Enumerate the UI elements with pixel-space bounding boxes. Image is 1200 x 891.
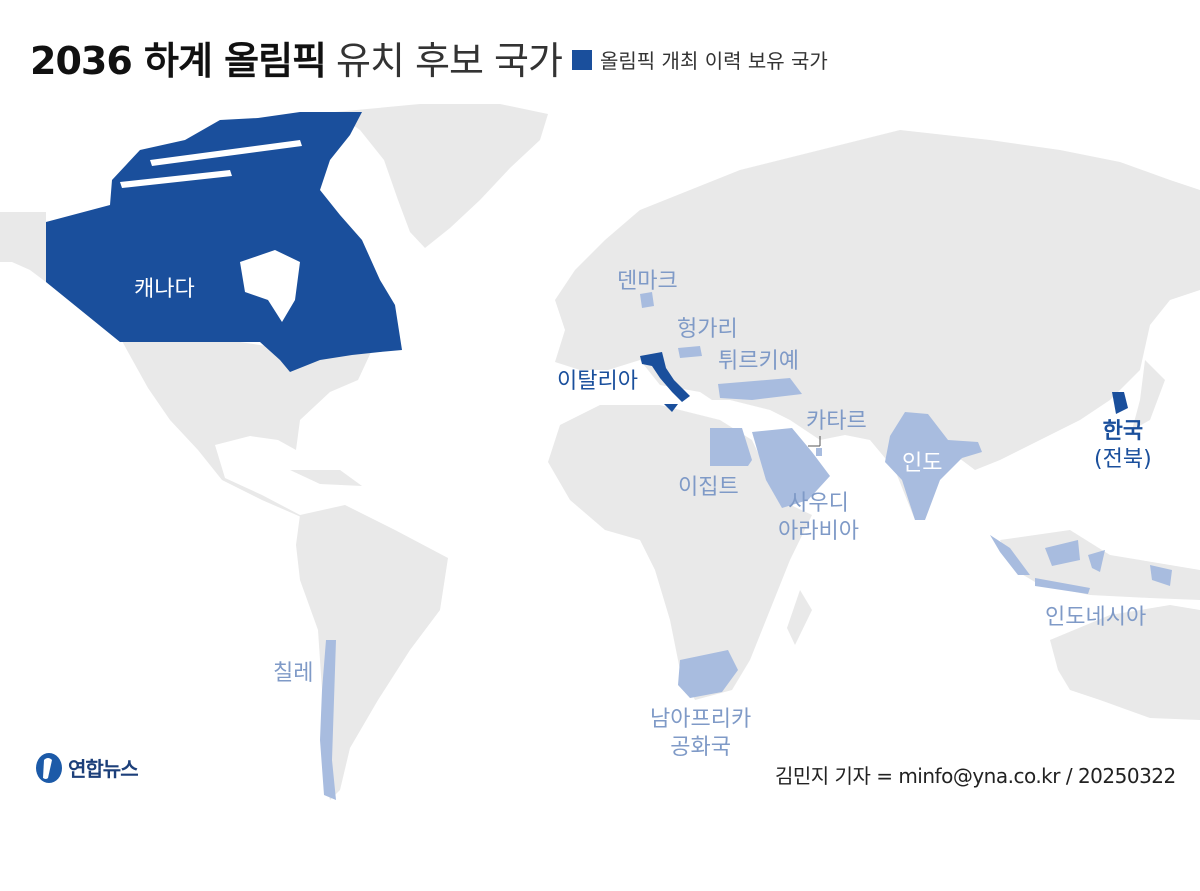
landmass-australia: [1050, 605, 1200, 720]
landmass-uk: [575, 290, 596, 326]
title-main: 2036 하계 올림픽: [30, 39, 327, 83]
landmass-eurasia: [555, 130, 1200, 520]
italy-sicily: [664, 404, 678, 412]
label-saudi-line1: 사우디: [788, 491, 849, 516]
label-saudi-line2: 아라비아: [778, 518, 859, 544]
country-qatar: [816, 448, 822, 456]
label-india: 인도: [902, 451, 943, 476]
credit-line: 김민지 기자 = minfo@yna.co.kr / 20250322: [775, 764, 1176, 788]
landmass-africa: [548, 405, 812, 700]
yonhap-logo: 연합뉴스: [34, 750, 139, 784]
label-hungary: 헝가리: [677, 317, 738, 342]
title: 2036 하계 올림픽 유치 후보 국가: [30, 30, 563, 85]
country-indonesia-sulawesi: [1088, 550, 1105, 572]
country-south-africa: [678, 650, 738, 698]
legend: 올림픽 개최 이력 보유 국가: [572, 45, 828, 74]
hudson-bay: [240, 250, 300, 322]
label-italy: 이탈리아: [557, 369, 638, 394]
label-indonesia: 인도네시아: [1045, 605, 1147, 630]
country-india: [885, 412, 982, 520]
label-south-africa-line1: 남아프리카: [650, 707, 752, 732]
label-korea: 한국 (전북): [1094, 418, 1152, 473]
label-chile: 칠레: [273, 661, 314, 686]
title-sub: 유치 후보 국가: [336, 39, 563, 83]
label-qatar: 카타르: [806, 409, 867, 434]
landmass-south-america: [296, 505, 448, 800]
legend-swatch: [572, 49, 592, 70]
arctic-channel: [120, 170, 232, 188]
country-indonesia-borneo: [1045, 540, 1080, 566]
country-egypt: [710, 428, 752, 466]
legend-label: 올림픽 개최 이력 보유 국가: [600, 49, 828, 73]
arctic-channel: [150, 140, 302, 166]
label-south-africa: 남아프리카 공화국: [650, 706, 751, 761]
country-saudi-arabia: [752, 428, 830, 508]
landmass-scandinavia: [620, 200, 720, 300]
yonhap-logo-icon: [36, 753, 62, 783]
label-saudi-arabia: 사우디 아라비아: [778, 490, 859, 545]
country-korea: [1112, 392, 1128, 414]
landmass-usa-mexico: [46, 282, 372, 530]
label-canada: 캐나다: [134, 277, 195, 302]
yonhap-logo-text: 연합뉴스: [68, 756, 139, 781]
country-hungary: [678, 346, 702, 358]
country-canada: [46, 112, 402, 372]
landmass-japan: [1132, 360, 1165, 430]
label-turkiye: 튀르키예: [718, 349, 799, 374]
landmass-greenland: [335, 104, 548, 248]
country-denmark: [640, 292, 654, 308]
label-korea-sub: (전북): [1094, 446, 1152, 472]
label-korea-name: 한국: [1102, 419, 1144, 444]
country-indonesia-java: [1035, 578, 1090, 594]
label-denmark: 덴마크: [617, 269, 678, 294]
landmass-madagascar: [787, 590, 812, 645]
country-indonesia-sumatra: [990, 535, 1030, 575]
country-indonesia-papua: [1150, 565, 1172, 586]
landmass-caribbean: [290, 470, 362, 486]
country-turkiye: [718, 378, 802, 400]
country-italy: [640, 352, 690, 402]
landmass-alaska: [0, 212, 46, 282]
qatar-leader-line: [808, 436, 821, 447]
label-egypt: 이집트: [678, 475, 739, 500]
label-south-africa-line2: 공화국: [670, 734, 731, 760]
country-chile: [320, 640, 336, 800]
